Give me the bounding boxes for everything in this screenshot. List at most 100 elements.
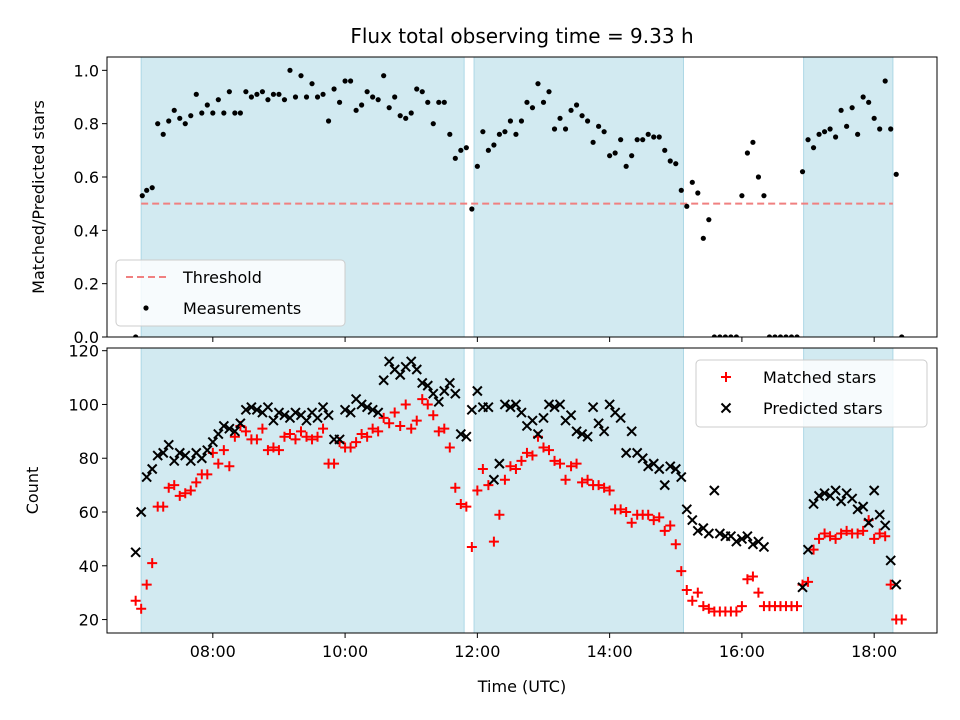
measurement-point (232, 110, 238, 116)
measurement-point (722, 334, 728, 337)
legend: Threshold Measurements (115, 259, 346, 327)
measurement-point (408, 110, 414, 116)
matched-star-point (356, 429, 367, 440)
matched-star-point (422, 399, 433, 410)
matched-star-point (792, 601, 803, 612)
measurement-point (772, 334, 778, 337)
shaded-span (473, 347, 684, 634)
predicted-star-point (868, 485, 880, 496)
measurement-point (877, 126, 883, 132)
matched-star-point (814, 533, 825, 544)
matched-star-point (599, 482, 610, 493)
predicted-star-point (339, 404, 351, 416)
measurement-point (177, 115, 183, 121)
predicted-star-point (742, 531, 753, 542)
predicted-star-point (665, 461, 676, 472)
matched-star-point (273, 445, 284, 456)
measurement-point (281, 97, 288, 103)
y-tick-label: 0.0 (74, 328, 99, 347)
predicted-star-point (273, 407, 285, 418)
measurement-point (656, 134, 662, 140)
predicted-star-point (813, 490, 825, 502)
measurement-point (518, 118, 525, 124)
matched-star-point (499, 474, 510, 485)
matched-star-point (555, 458, 566, 469)
matched-star-point (229, 431, 240, 442)
predicted-star-point (681, 504, 692, 515)
predicted-star-point (687, 514, 698, 526)
y-axis-label: Matched/Predicted stars (29, 100, 48, 294)
measurement-point (480, 129, 486, 135)
predicted-star-point (692, 525, 704, 537)
measurement-point (612, 150, 618, 156)
measurement-point (458, 147, 464, 153)
predicted-star-point (455, 428, 467, 440)
predicted-star-point (229, 426, 241, 437)
matched-star-point (466, 541, 477, 552)
predicted-star-point (538, 412, 549, 424)
predicted-star-point (141, 471, 152, 483)
measurement-point (474, 163, 480, 169)
predicted-star-point (703, 528, 715, 539)
measurement-point (684, 203, 690, 209)
predicted-star-point (510, 399, 522, 410)
matched-star-point (681, 584, 692, 595)
plot-area (130, 356, 907, 625)
measurement-point (210, 110, 216, 116)
matched-star-point (202, 469, 213, 480)
measurement-point (590, 139, 596, 145)
matched-star-point (439, 423, 450, 434)
matched-star-point (318, 423, 329, 434)
measurement-point (303, 94, 310, 100)
predicted-star-point (251, 404, 263, 416)
measurement-point (844, 123, 850, 129)
measurement-point (166, 118, 172, 124)
predicted-star-point (637, 453, 648, 464)
measurement-point (810, 145, 817, 151)
predicted-star-point (587, 401, 599, 413)
measurement-point (436, 99, 442, 105)
matched-star-point (505, 461, 516, 472)
predicted-star-point (676, 471, 687, 483)
measurement-point (347, 78, 354, 84)
matched-star-point (141, 579, 152, 590)
measurement-point (645, 131, 651, 137)
measurement-point (535, 81, 541, 87)
legend-label: Threshold (182, 268, 262, 287)
matched-star-point (753, 587, 764, 598)
predicted-star-point (505, 401, 516, 413)
matched-star-point (329, 458, 340, 469)
predicted-star-point (323, 410, 334, 421)
predicted-star-point (158, 447, 169, 459)
predicted-star-point (356, 399, 367, 410)
predicted-star-point (394, 369, 406, 381)
predicted-star-point (709, 485, 720, 496)
measurement-point (871, 115, 877, 121)
legend-box (115, 259, 346, 327)
matched-star-point (494, 509, 505, 520)
predicted-star-point (174, 447, 185, 459)
matched-star-point (218, 445, 229, 456)
matched-star-point (163, 482, 174, 493)
predicted-star-point (626, 426, 637, 437)
predicted-star-point (185, 455, 196, 467)
matched-star-point (450, 482, 461, 493)
measurement-point (744, 150, 751, 156)
measurement-point (695, 190, 701, 196)
matched-star-point (659, 525, 670, 536)
axes-frame (106, 56, 938, 338)
measurement-point (601, 129, 607, 135)
measurement-point (805, 137, 811, 143)
measurement-point (325, 118, 332, 124)
matched-star-point (455, 498, 466, 509)
predicted-star-point (852, 504, 863, 515)
measurement-point (855, 131, 861, 137)
predicted-star-point (582, 431, 593, 442)
measurement-point (259, 89, 266, 95)
matched-star-point (803, 576, 814, 587)
y-tick-label: 120 (68, 342, 99, 361)
predicted-star-point (615, 412, 626, 424)
matched-star-point (268, 442, 279, 453)
predicted-star-point (891, 579, 902, 590)
measurement-point (430, 121, 436, 127)
